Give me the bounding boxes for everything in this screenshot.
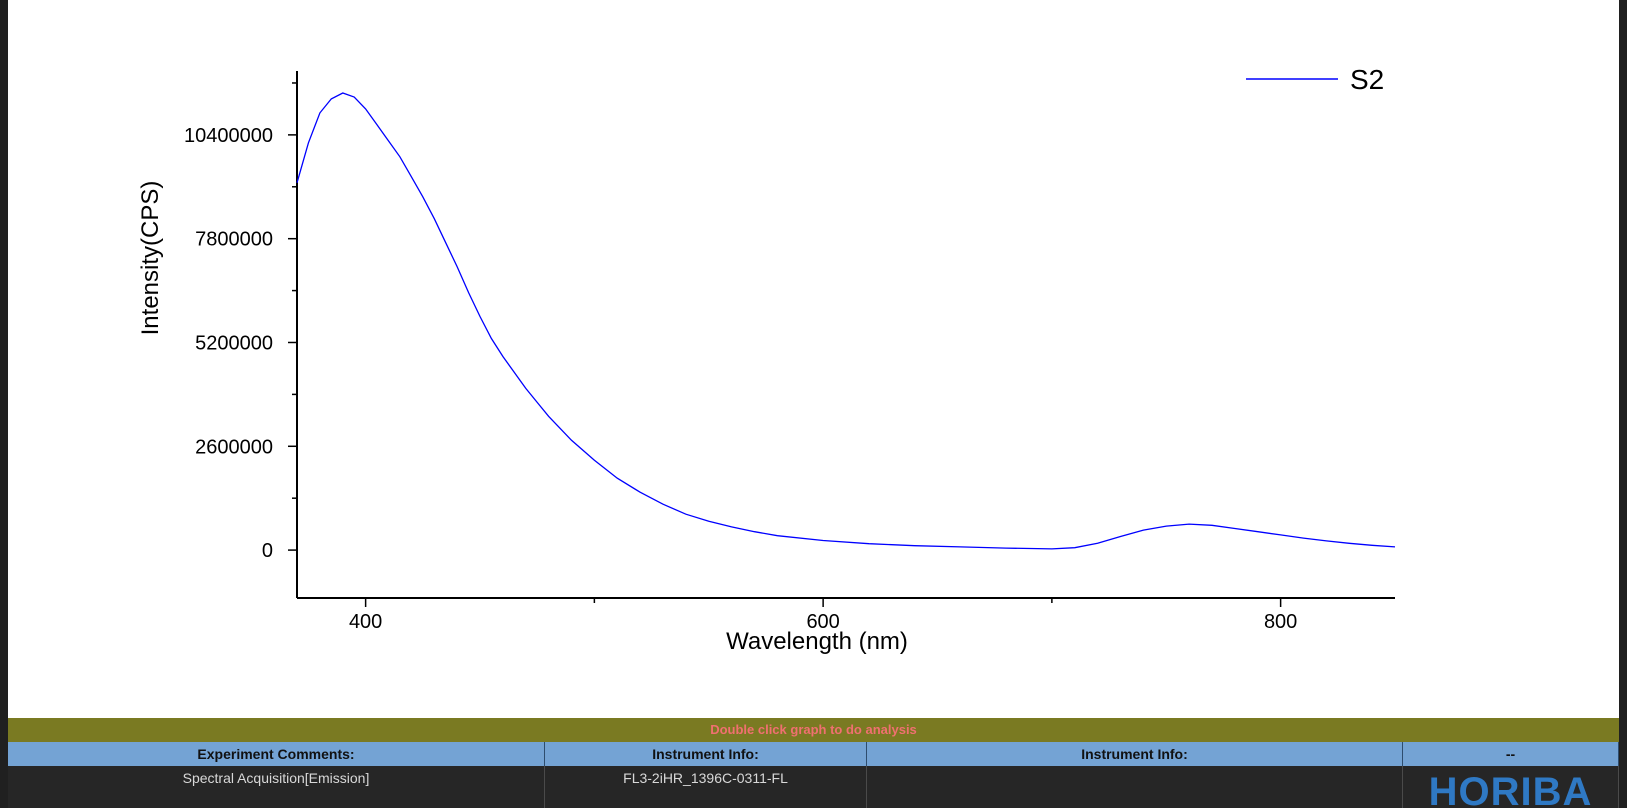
header-dash: --	[1403, 742, 1619, 766]
y-axis-title: Intensity(CPS)	[137, 181, 164, 336]
legend-label-s2: S2	[1350, 64, 1384, 95]
x-tick-label: 600	[806, 611, 839, 633]
experiment-comments-value: Spectral Acquisition[Emission]	[8, 766, 545, 808]
series-line-s2	[296, 92, 1396, 550]
header-instrument-info-1: Instrument Info:	[545, 742, 867, 766]
info-table: Experiment Comments: Instrument Info: In…	[8, 742, 1619, 808]
header-instrument-info-2: Instrument Info:	[867, 742, 1403, 766]
spectrum-chart[interactable]: 400 600 800026000005200000780000010400000 …	[8, 0, 1619, 718]
x-axis-title: Wavelength (nm)	[726, 628, 908, 655]
y-tick-label: 2600000	[195, 436, 273, 458]
window-right-edge	[1619, 0, 1627, 808]
legend: S2	[1246, 64, 1384, 95]
graph-area[interactable]: 400 600 800 0 2600000 5200000 7800000 10400000 …	[8, 0, 1619, 718]
y-tick-label: 5200000	[195, 332, 273, 354]
logo-cell: HORIBA	[1403, 766, 1619, 808]
header-experiment-comments: Experiment Comments:	[8, 742, 545, 766]
instrument-info-value-1: FL3-2iHR_1396C-0311-FL	[545, 766, 867, 808]
instrument-info-value-2	[867, 766, 1403, 808]
y-tick-label: 7800000	[195, 229, 273, 251]
x-tick-label: 400	[349, 611, 382, 633]
status-bar[interactable]: Double click graph to do analysis	[8, 718, 1619, 742]
y-tick-label: 0	[262, 540, 273, 562]
horiba-logo: HORIBA	[1428, 770, 1593, 808]
window-left-edge	[0, 0, 8, 808]
y-tick-label: 10400000	[184, 125, 273, 147]
x-tick-label: 800	[1264, 611, 1297, 633]
